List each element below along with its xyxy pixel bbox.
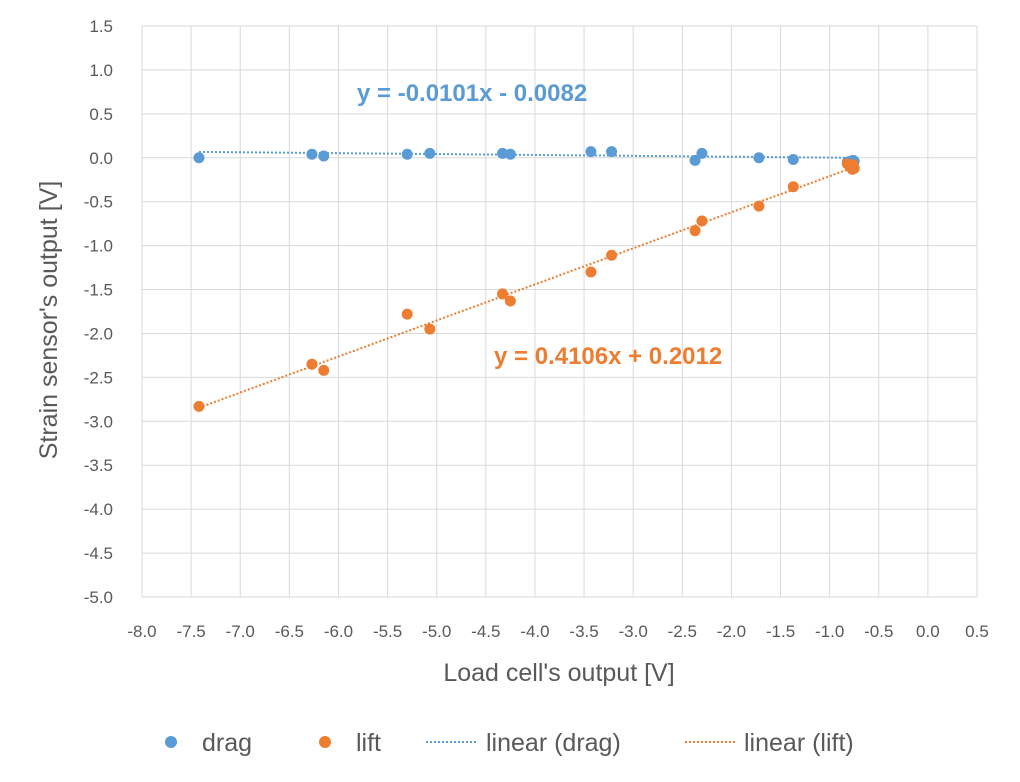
point-drag [585, 146, 597, 158]
point-lift [306, 358, 318, 370]
point-lift [696, 215, 708, 227]
legend-lift-label: lift [356, 729, 381, 757]
point-drag [401, 148, 413, 160]
grid [141, 25, 978, 598]
point-drag [504, 148, 516, 160]
y-tick-label: -1.0 [84, 237, 113, 256]
point-lift [401, 308, 413, 320]
y-tick-label: -3.5 [84, 456, 113, 475]
point-drag [689, 154, 701, 166]
x-tick-label: -7.5 [176, 622, 205, 641]
point-lift [504, 295, 516, 307]
point-drag [318, 150, 330, 162]
point-lift [497, 288, 509, 300]
y-tick-label: -1.5 [84, 281, 113, 300]
legend-drag-label: drag [202, 729, 252, 757]
y-tick-label: -0.5 [84, 193, 113, 212]
y-tick-label: -5.0 [84, 588, 113, 607]
point-lift [193, 400, 205, 412]
x-tick-label: -8.0 [127, 622, 156, 641]
y-tick-label: -3.0 [84, 412, 113, 431]
point-drag [306, 148, 318, 160]
point-drag [424, 147, 436, 159]
y-tick-label: 0.0 [89, 149, 113, 168]
point-lift [848, 162, 860, 174]
legend: drag lift linear (drag) linear (lift) [165, 729, 854, 757]
point-lift [318, 364, 330, 376]
point-lift [753, 200, 765, 212]
y-tick-labels: 1.5 1.0 0.5 0.0 -0.5 -1.0 -1.5 -2.0 -2.5 -3.0 -3.5… [84, 17, 113, 607]
data-points [193, 146, 860, 412]
legend-linear-drag-label: linear (drag) [486, 729, 621, 757]
x-tick-label: -5.5 [373, 622, 402, 641]
y-tick-label: -2.0 [84, 324, 113, 343]
x-tick-label: -1.0 [815, 622, 844, 641]
point-drag [696, 147, 708, 159]
x-tick-label: 0.0 [916, 622, 940, 641]
legend-linear-lift-label: linear (lift) [744, 729, 854, 757]
x-tick-label: -7.0 [226, 622, 255, 641]
x-tick-label: -3.5 [569, 622, 598, 641]
x-tick-label: -0.5 [864, 622, 893, 641]
legend-lift-marker [319, 736, 331, 748]
point-lift [585, 266, 597, 278]
x-tick-label: -4.5 [471, 622, 500, 641]
point-lift [689, 225, 701, 237]
y-tick-label: 0.5 [89, 105, 113, 124]
point-drag [606, 146, 618, 158]
y-tick-label: -4.5 [84, 544, 113, 563]
y-axis-title: Strain sensor's output [V] [35, 181, 63, 460]
point-lift [424, 323, 436, 335]
x-tick-label: -5.0 [422, 622, 451, 641]
lift-equation: y = 0.4106x + 0.2012 [494, 343, 722, 370]
point-lift [606, 249, 618, 261]
x-tick-label: -6.5 [275, 622, 304, 641]
y-tick-label: 1.0 [89, 61, 113, 80]
drag-equation: y = -0.0101x - 0.0082 [357, 80, 587, 107]
x-tick-label: -2.0 [717, 622, 746, 641]
x-tick-label: -4.0 [520, 622, 549, 641]
point-drag [193, 152, 205, 164]
x-tick-label: 0.5 [965, 622, 989, 641]
y-tick-label: -4.0 [84, 500, 113, 519]
x-tick-label: -1.5 [766, 622, 795, 641]
y-tick-label: 1.5 [89, 17, 113, 36]
point-drag [787, 154, 799, 166]
x-axis-title: Load cell's output [V] [443, 659, 674, 687]
y-tick-label: -2.5 [84, 368, 113, 387]
x-tick-labels: -8.0 -7.5 -7.0 -6.5 -6.0 -5.5 -5.0 -4.5 -4.0 -3.5… [127, 622, 988, 641]
x-tick-label: -3.0 [619, 622, 648, 641]
point-lift [787, 181, 799, 193]
x-tick-label: -6.0 [324, 622, 353, 641]
legend-drag-marker [165, 736, 177, 748]
point-drag [753, 152, 765, 164]
x-tick-label: -2.5 [668, 622, 697, 641]
